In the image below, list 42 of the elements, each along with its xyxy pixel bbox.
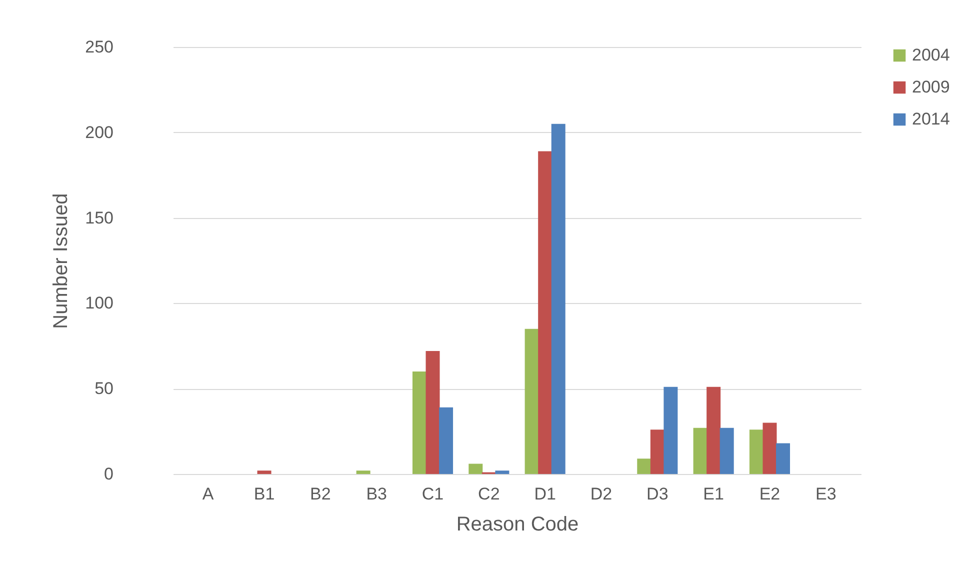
bar <box>693 428 708 474</box>
y-tick-label: 50 <box>94 379 114 398</box>
x-tick-label: D1 <box>534 484 556 504</box>
y-tick-label: 100 <box>85 294 114 313</box>
x-tick-label: C2 <box>478 484 500 504</box>
y-tick-label: 150 <box>85 208 114 228</box>
x-tick-label: D2 <box>590 484 612 504</box>
legend-label: 2014 <box>912 110 950 128</box>
y-tick-label: 250 <box>85 38 114 56</box>
x-tick-label: C1 <box>422 484 444 504</box>
x-tick-label: A <box>202 484 214 504</box>
bar <box>637 458 652 474</box>
x-tick-label: E2 <box>759 484 780 504</box>
legend-label: 2004 <box>912 46 950 64</box>
x-tick-label: B3 <box>366 484 387 504</box>
x-tick-label: D3 <box>646 484 668 504</box>
y-tick-label: 200 <box>85 122 114 142</box>
y-axis-title: Number Issued <box>50 193 72 329</box>
bar <box>749 430 764 474</box>
bar <box>776 443 790 474</box>
x-tick-label: E3 <box>816 484 836 504</box>
x-tick-label: B1 <box>254 484 275 504</box>
bar <box>762 422 777 474</box>
x-tick-label: E1 <box>703 484 724 504</box>
bar <box>426 351 440 474</box>
bar <box>439 407 454 474</box>
bar <box>538 151 552 474</box>
bar <box>524 328 539 474</box>
bar <box>257 470 272 474</box>
legend-label: 2009 <box>912 78 950 96</box>
bar <box>551 124 566 474</box>
bar <box>706 386 721 474</box>
bar <box>468 464 483 474</box>
x-tick-label: B2 <box>310 484 331 504</box>
y-tick-label: 0 <box>104 464 114 484</box>
bar <box>720 428 734 474</box>
bar <box>495 470 510 474</box>
bar <box>664 386 678 474</box>
bar <box>650 430 664 474</box>
bar <box>412 372 426 474</box>
x-axis-title: Reason Code <box>456 514 579 536</box>
bar <box>356 470 370 474</box>
